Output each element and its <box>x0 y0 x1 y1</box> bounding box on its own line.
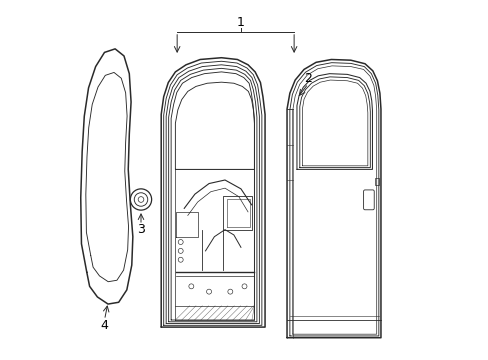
Text: 4: 4 <box>101 319 108 332</box>
FancyBboxPatch shape <box>363 190 373 210</box>
Text: 1: 1 <box>237 16 244 29</box>
Text: 3: 3 <box>137 223 144 236</box>
Text: 2: 2 <box>304 72 312 85</box>
FancyBboxPatch shape <box>374 178 378 185</box>
